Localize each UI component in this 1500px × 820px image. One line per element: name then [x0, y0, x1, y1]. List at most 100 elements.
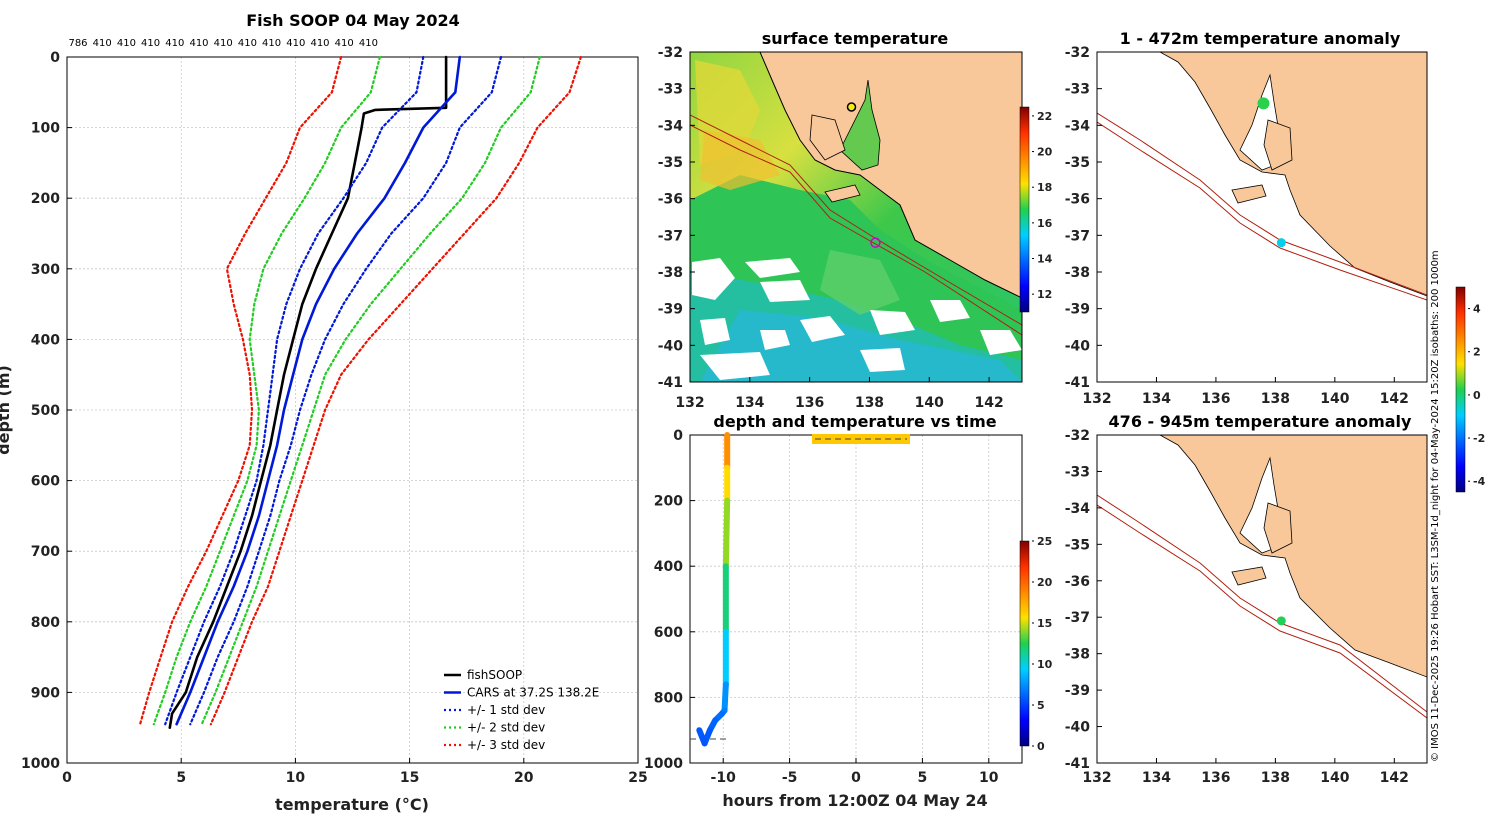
time-colorbar	[1019, 540, 1030, 747]
y-tick-label: 400	[31, 332, 60, 348]
map-y-tick-label: -38	[658, 265, 683, 281]
map-y-tick-label: -38	[1065, 265, 1090, 281]
timeseries-y-ticks: 0 200 400 600 800 1000	[644, 428, 695, 772]
x-tick-label: -10	[711, 770, 737, 786]
y-tick-label: 600	[654, 625, 683, 641]
map-y-tick-label: -34	[1065, 118, 1091, 134]
map-x-tick-label: 132	[1082, 391, 1111, 407]
credit-text: © IMOS 11-Dec-2025 19:26 Hobart SST: L3S…	[1430, 250, 1441, 762]
top-count-label: 410	[238, 38, 257, 49]
legend-label: CARS at 37.2S 138.2E	[467, 686, 599, 700]
map-y-tick-label: -32	[1065, 45, 1090, 61]
map-y-tick-label: -38	[1065, 647, 1090, 663]
series-line	[189, 55, 503, 726]
y-tick-label: 100	[31, 121, 60, 137]
colorbar-tick-label: 2	[1473, 346, 1481, 359]
map-y-tick-label: -32	[1065, 428, 1090, 444]
top-count-label: 410	[286, 38, 305, 49]
anomaly-top-y-ticks: -32 -33 -34 -35 -36 -37 -38 -39 -40 -41	[1065, 45, 1102, 391]
profile-legend: fishSOOP CARS at 37.2S 138.2E +/- 1 std de…	[444, 668, 599, 752]
map-x-tick-label: 134	[1142, 770, 1171, 786]
x-tick-label: 5	[918, 770, 928, 786]
map-y-tick-label: -40	[658, 338, 684, 354]
profile-x-label: temperature (°C)	[275, 795, 429, 814]
track-marker-fill	[848, 104, 855, 110]
colorbar-tick-label: -4	[1473, 475, 1486, 488]
top-counts: 786 410 410 410 410 410 410 410 410 410 410 410 410	[68, 38, 377, 49]
track-marker	[846, 102, 857, 112]
timeseries-title: depth and temperature vs time	[713, 412, 996, 431]
sst-map	[690, 52, 1022, 382]
colorbar-tick-label: -2	[1473, 432, 1485, 445]
map-x-tick-label: 140	[1320, 391, 1349, 407]
top-count-label: 410	[335, 38, 354, 49]
x-tick-label: 10	[286, 770, 306, 786]
top-count-label: 410	[165, 38, 184, 49]
anomaly-point	[1257, 97, 1270, 110]
top-count-label: 786	[68, 38, 87, 49]
colorbar-tick-label: 5	[1037, 699, 1045, 712]
map-x-tick-label: 136	[1201, 391, 1230, 407]
x-tick-label: 0	[851, 770, 861, 786]
y-tick-label: 0	[673, 428, 683, 444]
legend-label: fishSOOP	[467, 668, 522, 682]
series-line	[175, 55, 462, 726]
map-x-tick-label: 138	[1261, 770, 1290, 786]
profile-y-ticks: 0 100 200 300 400 500 600 700 800 900 1000	[21, 50, 72, 772]
track-segment	[721, 681, 729, 714]
map-y-tick-label: -37	[658, 228, 683, 244]
map-x-tick-label: 136	[795, 395, 824, 411]
anomaly-bottom-points	[1276, 616, 1286, 626]
map-x-tick-label: 142	[1380, 770, 1409, 786]
x-tick-label: 15	[400, 770, 419, 786]
colorbar-tick-label: 12	[1037, 288, 1052, 301]
anomaly-colorbar-ticks: 4 2 0 -2 -4	[1468, 303, 1486, 488]
top-count-label: 410	[141, 38, 160, 49]
colorbar-tick-label: 0	[1473, 389, 1481, 402]
map-x-tick-label: 134	[735, 395, 764, 411]
anomaly-top-x-ticks: 132 134 136 138 140 142	[1082, 377, 1409, 407]
x-tick-label: -5	[782, 770, 798, 786]
sst-y-ticks: -32 -33 -34 -35 -36 -37 -38 -39 -40 -41	[658, 45, 695, 391]
anomaly-top-points	[1257, 97, 1286, 248]
anomaly-point	[1276, 238, 1286, 248]
series-line	[164, 55, 425, 726]
x-tick-label: 10	[979, 770, 999, 786]
profile-series	[139, 55, 583, 730]
anomaly-top-title: 1 - 472m temperature anomaly	[1120, 29, 1401, 48]
x-tick-label: 5	[176, 770, 186, 786]
map-y-tick-label: -35	[658, 155, 683, 171]
series-line	[139, 55, 343, 726]
y-tick-label: 200	[654, 494, 683, 510]
series-line	[209, 55, 583, 726]
map-y-tick-label: -33	[658, 82, 683, 98]
map-y-tick-label: -37	[1065, 228, 1090, 244]
colorbar-tick-label: 20	[1037, 576, 1053, 589]
top-count-label: 410	[359, 38, 378, 49]
profile-grid	[66, 56, 639, 764]
colorbar-tick-label: 14	[1037, 253, 1053, 266]
map-x-tick-label: 140	[1320, 770, 1349, 786]
y-tick-label: 0	[50, 50, 60, 66]
map-x-tick-label: 132	[675, 395, 704, 411]
map-y-tick-label: -35	[1065, 537, 1090, 553]
y-tick-label: 1000	[644, 756, 683, 772]
top-count-label: 410	[310, 38, 329, 49]
map-x-tick-label: 134	[1142, 391, 1171, 407]
map-x-tick-label: 142	[1380, 391, 1409, 407]
series-line	[168, 55, 448, 730]
y-tick-label: 800	[654, 690, 683, 706]
colorbar-tick-label: 15	[1037, 617, 1052, 630]
x-tick-label: 25	[628, 770, 647, 786]
track-segment	[722, 497, 731, 570]
map-y-tick-label: -34	[658, 118, 684, 134]
map-x-tick-label: 142	[974, 395, 1003, 411]
sst-x-ticks: 132 134 136 138 140 142	[675, 377, 1004, 411]
x-tick-label: 0	[62, 770, 72, 786]
map-x-tick-label: 132	[1082, 770, 1111, 786]
map-y-tick-label: -39	[658, 302, 683, 318]
sst-cloud-gaps	[692, 258, 1022, 380]
track-marker	[870, 237, 881, 248]
map-y-tick-label: -41	[658, 375, 683, 391]
